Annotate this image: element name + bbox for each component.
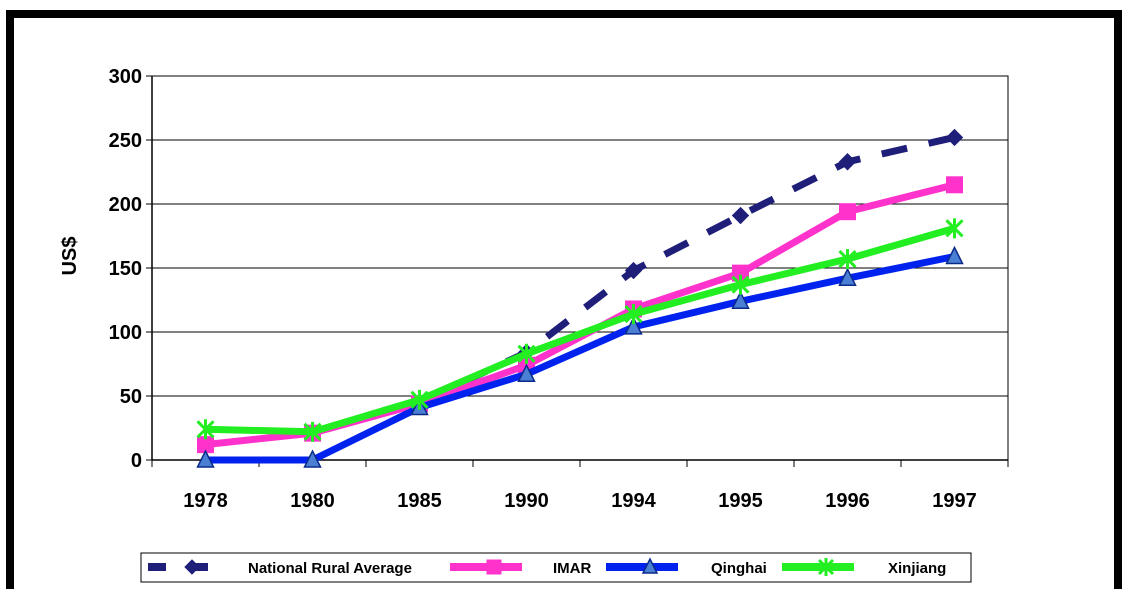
axis-layer: 0 50 100 150 200 250 300 1978 1980 1985 1990 1994 19… <box>109 66 1009 512</box>
y-tick-label: 200 <box>109 194 142 216</box>
marker-diamond <box>838 153 857 171</box>
x-tick-label: 1978 <box>183 490 228 512</box>
legend-item: Xinjiang <box>782 558 946 577</box>
marker-triangle <box>731 290 750 310</box>
grid-layer <box>151 75 1009 461</box>
series-xinjiang <box>196 218 964 442</box>
series-line <box>205 224 956 436</box>
marker-square <box>946 176 963 194</box>
x-tick-label: 1985 <box>397 490 442 512</box>
marker-star <box>817 558 835 576</box>
legend-label: IMAR <box>553 560 591 577</box>
legend-item: Qinghai <box>606 557 767 577</box>
x-tick-label: 1996 <box>825 490 870 512</box>
series-layer <box>196 128 964 468</box>
legend-item: National Rural Average <box>148 559 412 577</box>
marker-triangle <box>624 316 643 335</box>
marker-triangle <box>641 557 659 574</box>
marker-diamond <box>624 261 643 280</box>
marker-star <box>196 419 215 440</box>
marker-diamond <box>731 206 750 225</box>
marker-star <box>731 274 750 295</box>
marker-square <box>486 559 502 575</box>
marker-star <box>838 249 857 270</box>
x-tick-label: 1980 <box>290 490 335 512</box>
y-tick-label: 150 <box>109 258 142 280</box>
y-axis-label: US$ <box>59 237 81 276</box>
x-tick-label: 1997 <box>932 490 977 512</box>
x-tick-label: 1994 <box>611 490 656 512</box>
y-tick-label: 300 <box>109 66 142 88</box>
legend-item: IMAR <box>450 559 591 577</box>
marker-triangle <box>838 267 857 286</box>
marker-star <box>410 389 429 410</box>
legend-label: National Rural Average <box>248 560 412 577</box>
marker-star <box>303 421 322 442</box>
marker-star <box>517 343 536 364</box>
legend: National Rural Average IMAR Qinghai Xinjian… <box>140 552 972 583</box>
marker-diamond <box>945 128 964 147</box>
marker-star <box>945 218 964 239</box>
x-tick-label: 1990 <box>504 490 549 512</box>
y-tick-label: 250 <box>109 130 142 152</box>
marker-triangle <box>196 449 215 468</box>
y-tick-label: 50 <box>120 386 142 408</box>
marker-star <box>624 304 643 325</box>
series-line <box>205 253 956 464</box>
marker-triangle <box>517 363 536 382</box>
legend-items: National Rural Average IMAR Qinghai Xinjian… <box>148 557 946 577</box>
marker-triangle <box>945 245 964 265</box>
marker-diamond <box>184 559 200 575</box>
x-tick-label: 1995 <box>718 490 763 512</box>
marker-triangle <box>303 449 322 468</box>
legend-label: Xinjiang <box>888 560 946 577</box>
legend-label: Qinghai <box>711 560 767 577</box>
y-tick-label: 0 <box>131 450 142 472</box>
marker-square <box>839 203 856 221</box>
y-tick-label: 100 <box>109 322 142 344</box>
